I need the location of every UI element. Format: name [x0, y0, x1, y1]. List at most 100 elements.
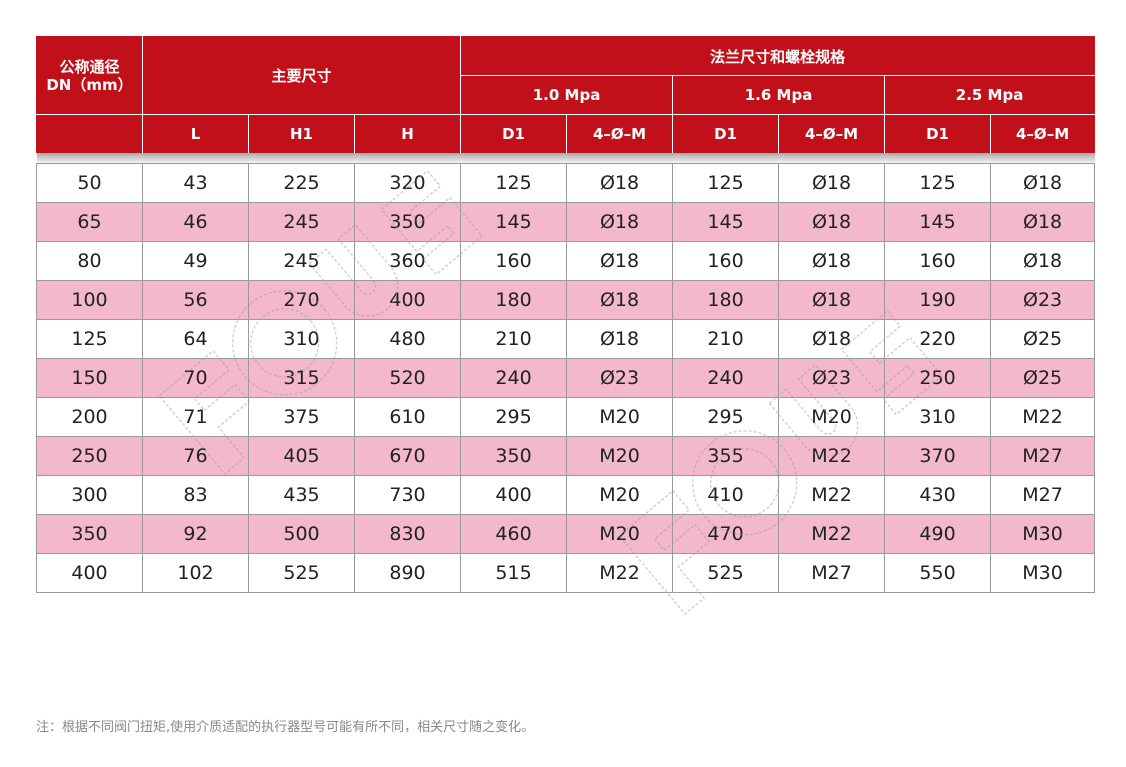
cell-dn: 350	[36, 514, 143, 554]
dn-column-header-blank	[36, 114, 143, 153]
column-header-bolt: 4–Ø–M	[566, 114, 674, 153]
dn-column-header: 公称通径 DN（mm）	[36, 36, 143, 115]
cell-d1-2-5: 250	[884, 358, 992, 398]
cell-d1-2-5: 145	[884, 202, 992, 242]
cell-d1-1-6: 295	[672, 397, 780, 437]
table-row: 250 76 405 670 350 M20 355 M22 370 M27	[36, 436, 1096, 476]
table-row: 350 92 500 830 460 M20 470 M22 490 M30	[36, 514, 1096, 554]
cell-h: 730	[353, 475, 462, 515]
cell-l: 92	[142, 514, 249, 554]
table-row: 200 71 375 610 295 M20 295 M20 310 M22	[36, 397, 1096, 437]
cell-bolt-1-6: Ø18	[778, 202, 886, 242]
cell-d1-2-5: 160	[884, 241, 992, 281]
main-dimensions-header: 主要尺寸	[141, 36, 462, 115]
cell-bolt-1-0: M20	[566, 475, 674, 515]
cell-bolt-1-0: Ø18	[566, 241, 674, 281]
cell-l: 70	[142, 358, 249, 398]
cell-d1-1-0: 295	[460, 397, 568, 437]
cell-d1-2-5: 550	[884, 553, 992, 593]
table-row: 50 43 225 320 125 Ø18 125 Ø18 125 Ø18	[36, 163, 1096, 203]
cell-d1-2-5: 220	[884, 319, 992, 359]
cell-bolt-1-6: M22	[778, 514, 886, 554]
pressure-header-2-5: 2.5 Mpa	[884, 75, 1096, 115]
cell-bolt-2-5: Ø25	[990, 319, 1096, 359]
table-row: 65 46 245 350 145 Ø18 145 Ø18 145 Ø18	[36, 202, 1096, 242]
column-header-d1: D1	[884, 114, 992, 153]
cell-d1-2-5: 370	[884, 436, 992, 476]
cell-bolt-1-6: M22	[778, 436, 886, 476]
pressure-header-1-0: 1.0 Mpa	[460, 75, 674, 115]
cell-dn: 100	[36, 280, 143, 320]
cell-d1-1-6: 160	[672, 241, 780, 281]
cell-bolt-1-0: M20	[566, 397, 674, 437]
cell-d1-1-6: 470	[672, 514, 780, 554]
cell-bolt-1-6: M22	[778, 475, 886, 515]
header-shadow	[36, 153, 1095, 164]
table-row: 125 64 310 480 210 Ø18 210 Ø18 220 Ø25	[36, 319, 1096, 359]
cell-dn: 65	[36, 202, 143, 242]
cell-h: 670	[353, 436, 462, 476]
cell-bolt-1-0: Ø18	[566, 202, 674, 242]
table-body: 50 43 225 320 125 Ø18 125 Ø18 125 Ø18 65 46 245 350 14…	[36, 163, 1096, 593]
table-row: 400 102 525 890 515 M22 525 M27 550 M30	[36, 553, 1096, 593]
cell-h1: 310	[248, 319, 355, 359]
cell-dn: 150	[36, 358, 143, 398]
cell-h1: 435	[248, 475, 355, 515]
cell-h1: 245	[248, 202, 355, 242]
cell-bolt-1-0: M20	[566, 514, 674, 554]
column-header-bolt: 4–Ø–M	[778, 114, 886, 153]
cell-l: 49	[142, 241, 249, 281]
flange-group-header: 法兰尺寸和螺栓规格	[460, 36, 1096, 76]
cell-bolt-1-0: Ø23	[566, 358, 674, 398]
cell-d1-1-0: 160	[460, 241, 568, 281]
cell-bolt-1-0: M22	[566, 553, 674, 593]
cell-d1-1-6: 410	[672, 475, 780, 515]
column-header-l: L	[142, 114, 249, 153]
cell-h: 520	[353, 358, 462, 398]
cell-d1-1-0: 145	[460, 202, 568, 242]
cell-dn: 125	[36, 319, 143, 359]
cell-h: 320	[353, 163, 462, 203]
cell-bolt-1-6: Ø18	[778, 241, 886, 281]
cell-bolt-1-0: Ø18	[566, 163, 674, 203]
cell-d1-2-5: 430	[884, 475, 992, 515]
cell-bolt-2-5: M30	[990, 553, 1096, 593]
column-header-h: H	[353, 114, 462, 153]
cell-h1: 245	[248, 241, 355, 281]
cell-h1: 500	[248, 514, 355, 554]
cell-d1-1-6: 525	[672, 553, 780, 593]
cell-d1-1-0: 400	[460, 475, 568, 515]
cell-d1-1-6: 125	[672, 163, 780, 203]
cell-h1: 270	[248, 280, 355, 320]
cell-l: 83	[142, 475, 249, 515]
cell-d1-2-5: 190	[884, 280, 992, 320]
header-shadow-strip	[36, 153, 1095, 164]
cell-h: 400	[353, 280, 462, 320]
cell-dn: 250	[36, 436, 143, 476]
cell-h: 890	[353, 553, 462, 593]
table-row: 300 83 435 730 400 M20 410 M22 430 M27	[36, 475, 1096, 515]
cell-d1-2-5: 125	[884, 163, 992, 203]
cell-dn: 80	[36, 241, 143, 281]
cell-dn: 50	[36, 163, 143, 203]
footnote: 注：根据不同阀门扭矩,使用介质适配的执行器型号可能有所不同，相关尺寸随之变化。	[36, 720, 535, 735]
cell-d1-2-5: 310	[884, 397, 992, 437]
column-header-bolt: 4–Ø–M	[990, 114, 1096, 153]
cell-d1-1-6: 145	[672, 202, 780, 242]
cell-bolt-2-5: M27	[990, 475, 1096, 515]
column-header-h1: H1	[248, 114, 355, 153]
cell-bolt-2-5: Ø18	[990, 163, 1096, 203]
cell-bolt-2-5: Ø18	[990, 241, 1096, 281]
column-header-d1: D1	[672, 114, 780, 153]
cell-d1-1-6: 240	[672, 358, 780, 398]
cell-dn: 400	[36, 553, 143, 593]
cell-bolt-1-6: M20	[778, 397, 886, 437]
column-header-d1: D1	[460, 114, 568, 153]
cell-bolt-1-6: Ø18	[778, 163, 886, 203]
table-header: 公称通径 DN（mm） 主要尺寸 法兰尺寸和螺栓规格 1.0 Mpa 1.6 M…	[36, 36, 1096, 153]
cell-bolt-1-6: Ø18	[778, 319, 886, 359]
cell-d1-1-0: 460	[460, 514, 568, 554]
cell-bolt-1-0: Ø18	[566, 280, 674, 320]
cell-bolt-1-6: Ø18	[778, 280, 886, 320]
cell-d1-1-0: 350	[460, 436, 568, 476]
